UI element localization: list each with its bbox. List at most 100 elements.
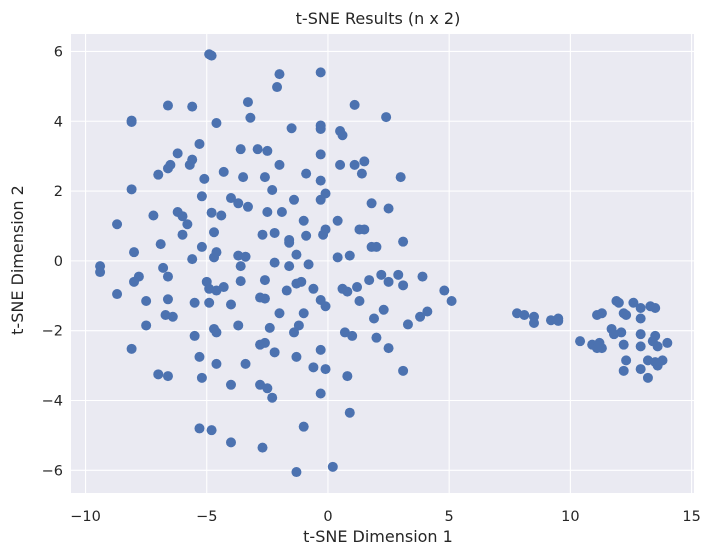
data-point [417,271,428,282]
data-point [112,289,123,300]
data-point [238,172,249,183]
x-tick-labels: −10 −5 0 5 10 15 [70,509,701,525]
y-tick-label: −4 [42,394,63,410]
data-point [189,297,200,308]
data-point [315,388,326,399]
data-point [332,252,343,263]
data-point [446,296,457,307]
data-point [196,241,207,252]
data-point [359,224,370,235]
data-point [320,364,331,375]
data-point [267,392,278,403]
data-point [364,275,375,286]
data-point [301,168,312,179]
data-point [342,371,353,382]
data-point [153,169,164,180]
data-point [415,311,426,322]
data-point [337,130,348,141]
data-point [650,330,661,341]
data-point [194,138,205,149]
data-point [141,296,152,307]
data-point [129,247,140,258]
data-point [393,269,404,280]
x-tick-label: −5 [196,509,217,525]
data-point [259,172,270,183]
data-point [378,304,389,315]
data-point [662,337,673,348]
data-point [315,344,326,355]
data-point [344,250,355,261]
data-point [211,358,222,369]
data-point [259,337,270,348]
data-point [349,159,360,170]
data-point [162,100,173,111]
data-point [596,308,607,319]
data-point [95,267,106,278]
data-point [158,262,169,273]
data-point [218,282,229,293]
data-point [225,437,236,448]
data-point [618,365,629,376]
data-point [182,219,193,230]
data-point [196,372,207,383]
data-point [209,252,220,263]
data-point [621,309,632,320]
data-point [332,215,343,226]
data-point [259,275,270,286]
data-point [395,172,406,183]
y-tick-label: 6 [54,44,63,60]
data-point [613,297,624,308]
data-point [126,184,137,195]
data-point [274,159,285,170]
data-point [298,308,309,319]
data-point [349,99,360,110]
data-point [347,330,358,341]
y-tick-label: −6 [42,463,63,479]
data-point [286,123,297,134]
data-point [635,313,646,324]
data-point [126,116,137,127]
data-point [262,207,273,218]
data-point [296,276,307,287]
data-point [264,322,275,333]
data-point [262,383,273,394]
data-point [194,351,205,362]
data-point [652,341,663,352]
data-point [318,229,329,240]
data-point [209,227,220,238]
data-point [371,332,382,343]
data-point [177,229,188,240]
data-point [344,407,355,418]
data-point [352,282,363,293]
data-point [359,156,370,167]
data-point [162,163,173,174]
data-point [235,276,246,287]
data-point [284,237,295,248]
data-point [315,149,326,160]
data-point [187,101,198,112]
data-point [141,320,152,331]
chart-title: t-SNE Results (n x 2) [296,9,461,28]
data-point [184,159,195,170]
data-point [211,118,222,129]
y-tick-label: 0 [54,254,63,270]
data-point [281,285,292,296]
x-tick-label: 5 [445,509,454,525]
data-point [594,337,605,348]
data-point [233,320,244,331]
data-point [315,123,326,134]
data-point [519,309,530,320]
data-point [211,327,222,338]
data-point [257,442,268,453]
data-point [575,336,586,347]
data-point [529,318,540,329]
data-point [276,207,287,218]
data-point [383,343,394,354]
data-point [225,193,236,204]
data-point [327,461,338,472]
data-point [366,198,377,209]
data-point [269,227,280,238]
y-tick-label: 4 [54,114,63,130]
data-point [155,239,166,250]
data-point [274,69,285,80]
